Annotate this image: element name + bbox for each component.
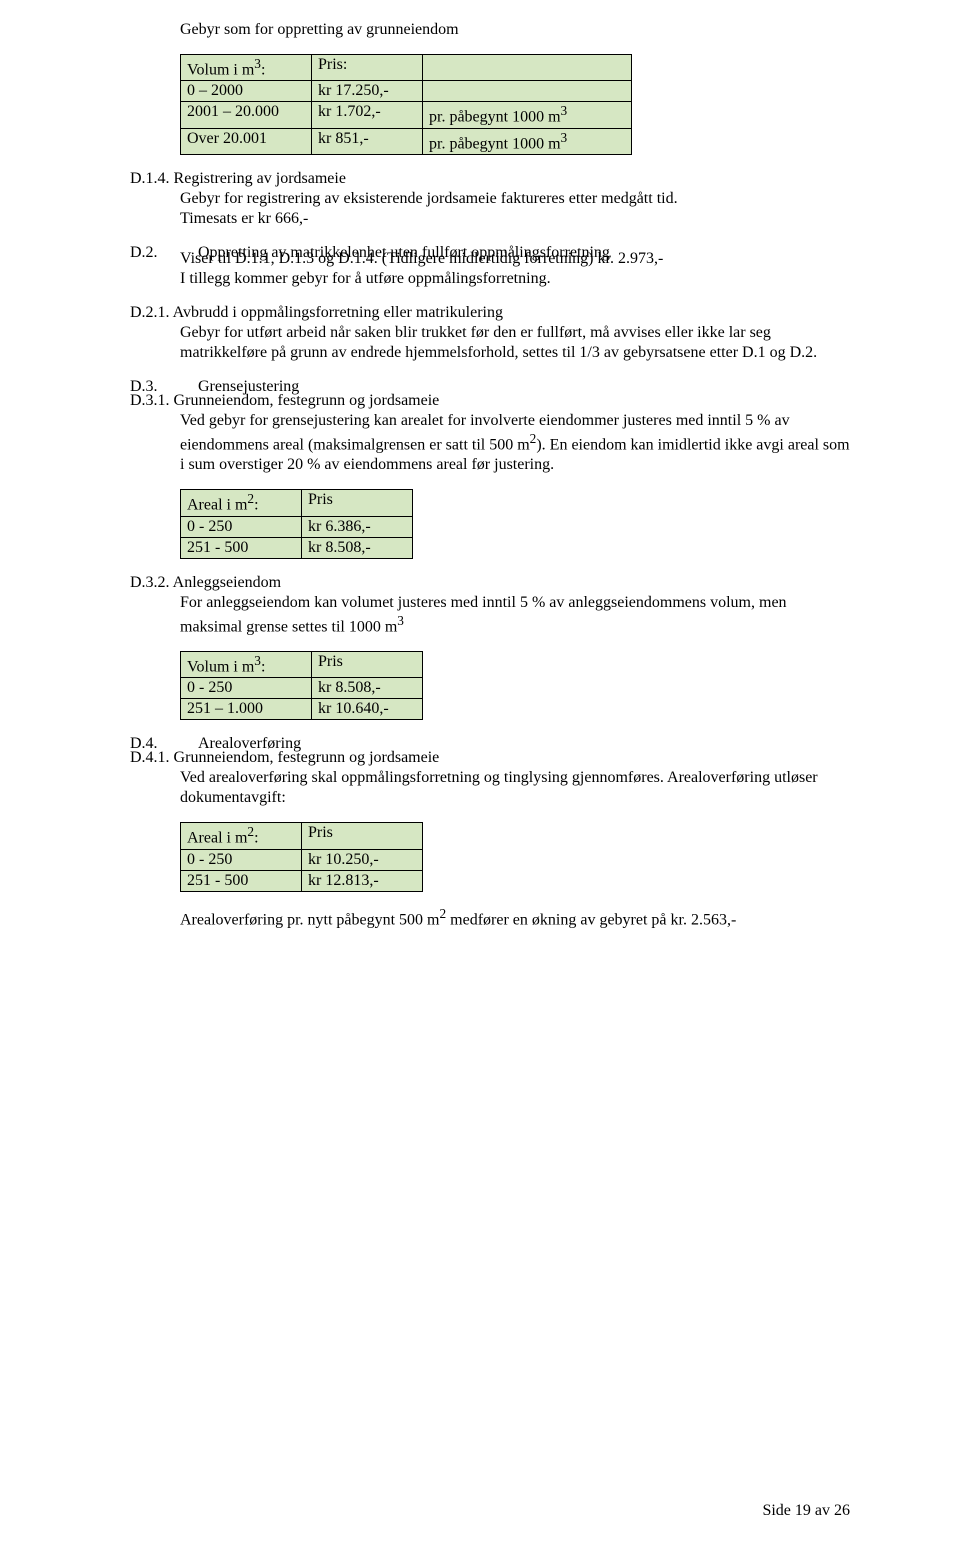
table-cell: 251 – 1.000: [181, 699, 312, 720]
table-cell: kr 6.386,-: [302, 516, 413, 537]
d2-body: Viser til D.1.1, D.1.3 og D.1.4. (Tidlig…: [180, 249, 850, 289]
page: Gebyr som for oppretting av grunneiendom…: [0, 0, 960, 1550]
table-cell: 2001 – 20.000: [181, 102, 312, 128]
table-cell: Pris: [302, 490, 413, 516]
section-d21: D.2.1. Avbrudd i oppmålingsforretning el…: [130, 303, 850, 363]
table-cell: Volum i m3:: [181, 55, 312, 81]
d2-line2: I tillegg kommer gebyr for å utføre oppm…: [180, 270, 551, 287]
page-footer: Side 19 av 26: [762, 1502, 850, 1520]
closing-line: Arealoverføring pr. nytt påbegynt 500 m2…: [180, 906, 850, 930]
table-cell: kr 12.813,-: [302, 870, 423, 891]
d14-line1: Gebyr for registrering av eksisterende j…: [180, 189, 850, 209]
table-cell: kr 1.702,-: [312, 102, 423, 128]
d21-heading: D.2.1. Avbrudd i oppmålingsforretning el…: [130, 304, 503, 321]
table-cell: Pris: [302, 823, 423, 849]
table-cell: 251 - 500: [181, 870, 302, 891]
table1-caption: Gebyr som for oppretting av grunneiendom: [180, 20, 850, 40]
section-d14: D.1.4. Registrering av jordsameie Gebyr …: [130, 169, 850, 229]
table-cell: [423, 55, 632, 81]
d32-heading: D.3.2. Anleggseiendom: [130, 574, 281, 591]
table-cell: pr. påbegynt 1000 m3: [423, 102, 632, 128]
table-cell: Volum i m3:: [181, 651, 312, 677]
d31-body: Ved gebyr for grensejustering kan areale…: [180, 411, 850, 475]
table-cell: kr 851,-: [312, 128, 423, 154]
table-cell: 0 – 2000: [181, 81, 312, 102]
table-cell: Areal i m2:: [181, 490, 302, 516]
d14-heading: D.1.4. Registrering av jordsameie: [130, 170, 346, 187]
table-cell: Over 20.001: [181, 128, 312, 154]
table-cell: kr 8.508,-: [312, 678, 423, 699]
table-cell: 0 - 250: [181, 516, 302, 537]
section-d31: D.3.1. Grunneiendom, festegrunn og jords…: [130, 391, 850, 475]
table-cell: 0 - 250: [181, 678, 312, 699]
d41-heading: D.4.1. Grunneiendom, festegrunn og jords…: [130, 749, 439, 766]
section-d41: D.4.1. Grunneiendom, festegrunn og jords…: [130, 748, 850, 808]
table-cell: [423, 81, 632, 102]
d41-body: Ved arealoverføring skal oppmålingsforre…: [180, 768, 850, 808]
table-cell: Pris:: [312, 55, 423, 81]
table-cell: kr 17.250,-: [312, 81, 423, 102]
d31-heading: D.3.1. Grunneiendom, festegrunn og jords…: [130, 392, 439, 409]
table-cell: Pris: [312, 651, 423, 677]
d2-num: D.2.: [130, 243, 180, 263]
table-volume-pricing-2: Volum i m3:Pris0 - 250kr 8.508,-251 – 1.…: [180, 651, 423, 720]
d14-line2: Timesats er kr 666,-: [180, 209, 850, 229]
table-area-pricing-2: Areal i m2:Pris0 - 250kr 10.250,-251 - 5…: [180, 822, 423, 891]
table-area-pricing-1: Areal i m2:Pris0 - 250kr 6.386,-251 - 50…: [180, 489, 413, 558]
table-volume-pricing-1: Volum i m3:Pris:0 – 2000kr 17.250,-2001 …: [180, 54, 632, 155]
table-cell: kr 10.640,-: [312, 699, 423, 720]
d32-body: For anleggseiendom kan volumet justeres …: [180, 593, 850, 637]
table-cell: 0 - 250: [181, 849, 302, 870]
table-cell: 251 - 500: [181, 537, 302, 558]
d2-line1: Viser til D.1.1, D.1.3 og D.1.4. (Tidlig…: [180, 250, 663, 267]
table-cell: pr. påbegynt 1000 m3: [423, 128, 632, 154]
table-cell: kr 8.508,-: [302, 537, 413, 558]
d21-body: Gebyr for utført arbeid når saken blir t…: [180, 323, 850, 363]
section-d32: D.3.2. Anleggseiendom For anleggseiendom…: [130, 573, 850, 637]
table-cell: kr 10.250,-: [302, 849, 423, 870]
table-cell: Areal i m2:: [181, 823, 302, 849]
